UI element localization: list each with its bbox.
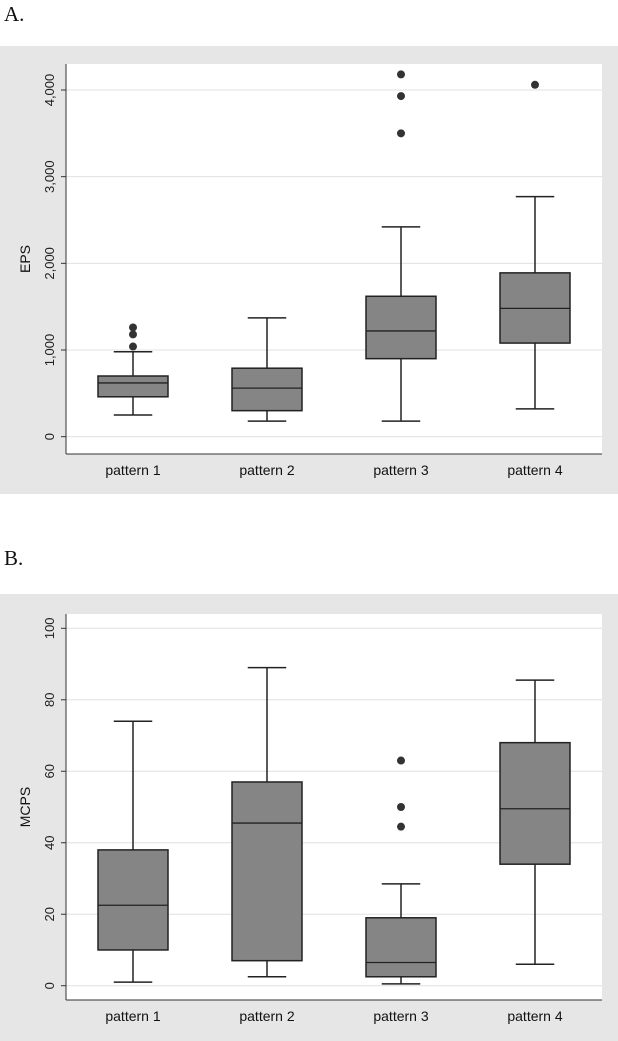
outlier-point (397, 92, 405, 101)
box-2 (231, 317, 303, 422)
panel-a-label: A. (4, 2, 25, 26)
x-category-label: pattern 1 (105, 1008, 160, 1024)
y-tick-label: 4,000 (42, 74, 57, 107)
y-tick-label: 0 (42, 982, 57, 989)
panel-b-label: B. (4, 546, 24, 570)
outlier-point (129, 342, 137, 351)
y-axis-label: EPS (17, 245, 33, 273)
x-category-label: pattern 4 (507, 462, 562, 478)
box-1 (97, 720, 169, 983)
chart-b-content: 0 20 40 60 80 100 MCPS pattern 1 pattern 2 patter… (0, 594, 618, 1041)
box-3 (365, 756, 437, 985)
y-axis-label: MCPS (17, 787, 33, 827)
outlier-point (129, 330, 137, 339)
iqr-box (365, 295, 437, 360)
y-tick-label: 80 (42, 693, 57, 707)
y-tick-label: 3,000 (42, 160, 57, 193)
outlier-point (531, 80, 539, 89)
iqr-box (97, 375, 169, 398)
box-4 (499, 679, 571, 966)
box-1 (97, 323, 169, 416)
y-tick-label: 20 (42, 907, 57, 921)
outlier-point (397, 822, 405, 831)
iqr-box (231, 367, 303, 412)
iqr-box (499, 741, 571, 865)
eps-boxplot: 0 1,000 2,000 3,000 4,000 EPS pattern 1 pattern… (0, 46, 618, 494)
outlier-point (129, 323, 137, 332)
y-tick-label: 1,000 (42, 334, 57, 367)
x-category-label: pattern 3 (373, 1008, 428, 1024)
iqr-box (97, 849, 169, 951)
x-category-label: pattern 2 (239, 462, 294, 478)
y-tick-label: 100 (42, 617, 57, 639)
outlier-point (397, 803, 405, 811)
y-tick-label: 2,000 (42, 247, 57, 280)
x-category-label: pattern 3 (373, 462, 428, 478)
x-category-label: pattern 2 (239, 1008, 294, 1024)
box-3 (365, 70, 437, 422)
chart-a-content: 0 1,000 2,000 3,000 4,000 EPS pattern 1 pattern… (0, 46, 618, 494)
iqr-box (365, 917, 437, 978)
outlier-point (397, 756, 405, 765)
box-2 (231, 666, 303, 978)
y-tick-label: 60 (42, 764, 57, 778)
outlier-point (397, 129, 405, 138)
y-tick-label: 40 (42, 836, 57, 850)
x-category-label: pattern 1 (105, 462, 160, 478)
y-tick-label: 0 (42, 433, 57, 440)
mcps-boxplot: 0 20 40 60 80 100 MCPS pattern 1 pattern 2 patter… (0, 594, 618, 1041)
outlier-point (397, 70, 405, 79)
iqr-box (231, 781, 303, 962)
box-4 (499, 80, 571, 410)
x-category-label: pattern 4 (507, 1008, 562, 1024)
